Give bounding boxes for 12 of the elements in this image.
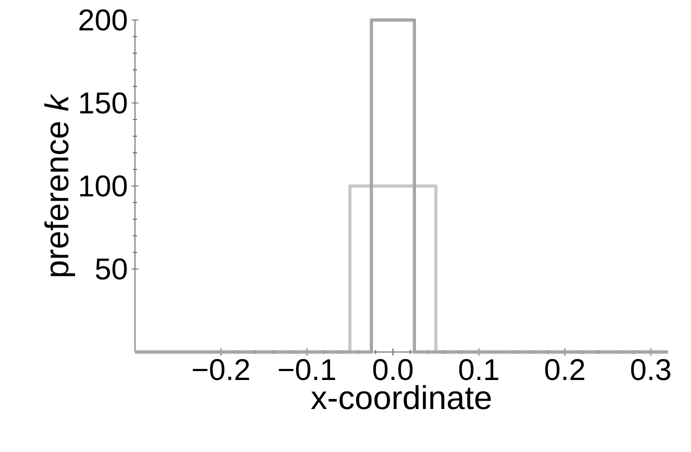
x-tick-label: 0.0 [373, 359, 413, 380]
y-tick-label: 200 [79, 9, 127, 31]
x-tick-label: 0.2 [545, 359, 584, 380]
y-tick-label: 50 [96, 258, 127, 280]
y-tick-label: 100 [80, 175, 127, 197]
x-axis-title: x-coordinate [311, 385, 491, 410]
y-tick-label: 150 [80, 92, 127, 114]
x-tick-label: −0.1 [278, 359, 336, 380]
x-tick-label: −0.2 [192, 359, 250, 380]
x-tick-label: 0.3 [631, 359, 670, 380]
x-tick-label: 0.1 [459, 359, 498, 380]
y-axis-title: preference k [44, 94, 76, 276]
